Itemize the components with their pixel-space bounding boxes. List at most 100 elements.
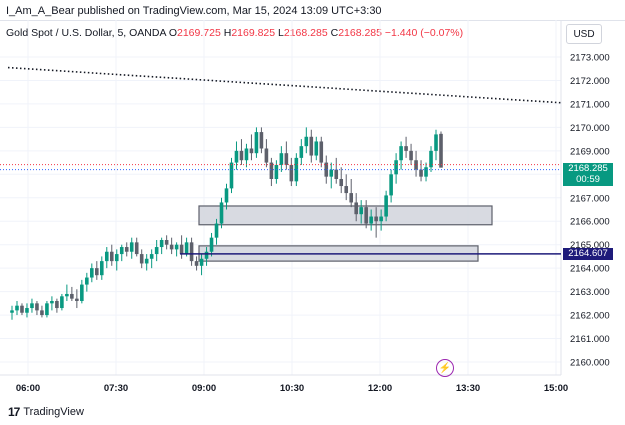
candle-body <box>389 174 393 196</box>
candle-body <box>269 162 274 179</box>
candle-body <box>149 254 154 259</box>
candle <box>85 272 89 292</box>
grid-lines <box>0 20 561 375</box>
candle-body <box>284 153 289 165</box>
candle-body <box>324 162 329 177</box>
price-tick-label: 2170.000 <box>570 123 610 134</box>
candle <box>349 179 354 208</box>
candle-body <box>40 310 44 316</box>
candle-body <box>339 179 344 187</box>
candle <box>124 242 129 257</box>
candle-body <box>384 195 388 217</box>
lightning-icon[interactable]: ⚡ <box>436 359 454 377</box>
candle <box>35 301 39 316</box>
candle-body <box>229 162 234 189</box>
candle <box>90 263 94 283</box>
price-tick-label: 2164.000 <box>570 264 610 275</box>
candle <box>269 157 274 187</box>
candle <box>60 293 64 311</box>
candle-body <box>419 169 423 177</box>
symbol-name[interactable]: Gold Spot / U.S. Dollar, 5, OANDA <box>6 27 166 39</box>
candle <box>429 146 433 172</box>
price-chart[interactable]: 2173.000 2172.000 2171.000 2170.000 2169.000… <box>0 0 625 400</box>
close-label: C <box>330 27 339 39</box>
candle-body <box>30 303 34 309</box>
candle <box>139 249 144 269</box>
candle <box>419 160 423 182</box>
candle <box>65 284 69 301</box>
candle <box>359 200 363 224</box>
candle <box>99 256 104 280</box>
candle <box>134 237 139 257</box>
upper-zone-box[interactable] <box>198 205 493 226</box>
candle <box>259 127 264 154</box>
candle <box>119 244 124 262</box>
candle-body <box>409 150 413 161</box>
candle <box>169 237 174 255</box>
candle <box>104 247 109 269</box>
candle-body <box>55 301 59 309</box>
candle-body <box>274 164 279 179</box>
candle-body <box>25 308 29 313</box>
candle-body <box>65 293 69 297</box>
candle <box>364 200 368 229</box>
time-tick-label: 06:00 <box>16 383 40 394</box>
candle <box>409 143 413 165</box>
price-tick-label: 2167.000 <box>570 193 610 204</box>
candle <box>224 183 229 210</box>
candle-body <box>184 242 189 255</box>
candle-body <box>109 251 114 262</box>
footer-brand[interactable]: TradingView <box>23 406 84 418</box>
candle-body <box>60 296 64 309</box>
open-label: O <box>168 27 177 39</box>
candle <box>309 129 314 163</box>
candle-body <box>15 305 19 311</box>
close-value: 2168.285 <box>338 27 382 39</box>
price-tick-label: 2171.000 <box>570 99 610 110</box>
candle <box>179 235 184 259</box>
price-tick-label: 2169.000 <box>570 146 610 157</box>
candle-body <box>254 132 259 154</box>
candle-body <box>129 242 134 252</box>
tradingview-logo-icon[interactable]: 17 <box>8 405 20 419</box>
candle-body <box>214 223 219 238</box>
candle-body <box>329 169 334 177</box>
candle <box>25 303 29 318</box>
candle-body <box>164 240 169 245</box>
candle <box>239 139 244 165</box>
candle-body <box>434 134 438 151</box>
candle <box>284 141 289 170</box>
price-tick-label: 2172.000 <box>570 76 610 87</box>
candle-body <box>334 169 339 179</box>
candle-body <box>394 160 398 175</box>
candle-body <box>429 150 433 168</box>
candle <box>399 141 403 170</box>
candle-body <box>279 153 284 165</box>
candle-body <box>319 141 324 163</box>
candle <box>274 160 279 184</box>
publisher-header: I_Am_A_Bear published on TradingView.com… <box>6 5 382 17</box>
candle <box>214 218 219 245</box>
candle-body <box>189 242 194 262</box>
candle-body <box>314 141 319 156</box>
candle <box>324 155 329 184</box>
candle <box>154 240 159 262</box>
candle-body <box>299 146 304 158</box>
candle-body <box>144 258 149 264</box>
candle <box>209 232 214 257</box>
price-tick-label: 2160.000 <box>570 358 610 369</box>
candle <box>159 237 164 255</box>
candle-body <box>344 186 349 194</box>
candle-body <box>379 216 383 222</box>
candle <box>199 254 204 276</box>
candle-body <box>414 160 418 170</box>
currency-button[interactable]: USD <box>566 24 602 44</box>
candle-body <box>20 305 24 313</box>
price-tick-label: 2163.000 <box>570 287 610 298</box>
candle <box>50 296 54 311</box>
candle <box>394 153 398 184</box>
candle-body <box>134 242 139 255</box>
candle-body <box>294 157 299 182</box>
candle <box>389 169 393 203</box>
time-tick-label: 07:30 <box>104 383 128 394</box>
